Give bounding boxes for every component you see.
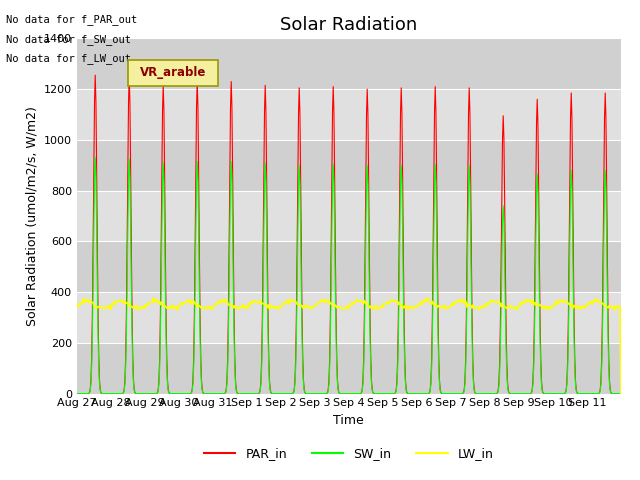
Bar [77,140,621,191]
Bar [77,343,621,394]
SW_in [148,391,156,396]
Bar [77,89,621,140]
SW_in [81,391,89,396]
PAR_in [516,391,524,396]
LW_in [81,297,89,303]
Bar [77,241,621,292]
SW_in [92,155,99,160]
PAR_in [73,391,81,396]
Line: LW_in: LW_in [77,298,621,394]
PAR_in [532,121,540,127]
LW_in [617,391,625,396]
SW_in [73,391,81,396]
Legend: PAR_in, SW_in, LW_in: PAR_in, SW_in, LW_in [199,443,499,466]
Title: Solar Radiation: Solar Radiation [280,16,417,34]
SW_in [193,158,201,164]
Line: PAR_in: PAR_in [77,75,621,394]
LW_in [532,302,540,308]
SW_in [532,190,540,195]
Text: VR_arable: VR_arable [140,66,206,80]
Bar [77,38,621,89]
Text: No data for f_PAR_out: No data for f_PAR_out [6,14,138,25]
PAR_in [81,391,89,396]
LW_in [465,303,472,309]
PAR_in [148,391,156,396]
Line: SW_in: SW_in [77,157,621,394]
LW_in [424,295,432,301]
SW_in [465,181,472,187]
PAR_in [617,391,625,396]
Text: No data for f_SW_out: No data for f_SW_out [6,34,131,45]
LW_in [147,300,155,305]
X-axis label: Time: Time [333,414,364,427]
PAR_in [92,72,99,78]
PAR_in [193,79,201,84]
Bar [77,292,621,343]
Y-axis label: Solar Radiation (umol/m2/s, W/m2): Solar Radiation (umol/m2/s, W/m2) [25,106,38,326]
Bar [77,191,621,241]
PAR_in [465,110,472,116]
LW_in [516,300,524,306]
Text: No data for f_LW_out: No data for f_LW_out [6,53,131,64]
LW_in [73,303,81,309]
SW_in [516,391,524,396]
LW_in [193,301,200,307]
SW_in [617,391,625,396]
